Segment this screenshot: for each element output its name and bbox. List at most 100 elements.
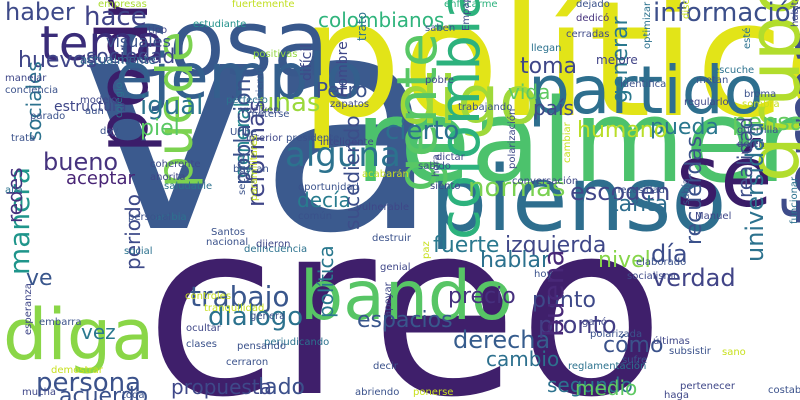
word-cloud-word: ocultar bbox=[186, 323, 221, 334]
word-cloud-word: izquierda bbox=[505, 233, 607, 258]
word-cloud-word: pueda bbox=[650, 115, 719, 140]
word-cloud-word: espacios bbox=[357, 308, 453, 333]
word-cloud-word: trata bbox=[11, 133, 36, 144]
word-cloud-word: metan bbox=[696, 75, 729, 86]
word-cloud-word: diga bbox=[3, 294, 155, 376]
word-cloud-word: Petro bbox=[316, 78, 368, 102]
word-cloud-word: ve bbox=[26, 266, 53, 291]
word-cloud-word: tema bbox=[40, 16, 165, 72]
word-cloud-word: manejar bbox=[5, 73, 47, 84]
word-cloud-word: coherente bbox=[150, 159, 201, 170]
word-cloud-word: ejemplo bbox=[115, 40, 364, 113]
word-cloud-word: humano bbox=[577, 118, 668, 143]
word-cloud-word: política bbox=[314, 245, 338, 318]
word-cloud-word: dejado bbox=[576, 0, 610, 10]
word-cloud-word: embarra bbox=[39, 317, 82, 328]
word-cloud-word: estructura bbox=[54, 99, 127, 115]
word-cloud-word: cierto bbox=[385, 116, 460, 146]
word-cloud-word: medio bbox=[575, 376, 638, 400]
word-cloud-word: decía bbox=[297, 188, 351, 212]
word-cloud-word: conversación bbox=[512, 176, 579, 187]
word-cloud-word: empresas bbox=[98, 0, 147, 10]
word-cloud-word: pronto bbox=[538, 311, 617, 339]
word-cloud-word: aun bbox=[85, 106, 104, 117]
word-cloud-word: positivas bbox=[253, 49, 298, 60]
word-cloud-word: sabido bbox=[418, 161, 451, 172]
word-cloud-word: zapatos bbox=[330, 99, 370, 110]
word-cloud-word: pensando bbox=[237, 341, 286, 352]
word-cloud-word: costaban bbox=[768, 385, 800, 396]
word-cloud-word: habita bbox=[790, 0, 800, 27]
word-cloud-word: toda bbox=[122, 390, 145, 400]
word-cloud-word: escuche bbox=[713, 65, 755, 76]
word-cloud-word: cerraron bbox=[226, 357, 269, 368]
word-cloud-word: igual bbox=[140, 91, 204, 121]
word-cloud-word: saben bbox=[425, 23, 456, 34]
word-cloud-word: va bbox=[80, 0, 442, 299]
word-cloud-word: acabarán bbox=[362, 169, 409, 180]
word-cloud-word: Santos bbox=[211, 227, 246, 238]
word-cloud-word: demostrar bbox=[51, 365, 103, 376]
word-cloud-word: haga bbox=[664, 390, 689, 400]
word-cloud-word: guerrilla bbox=[737, 125, 779, 136]
word-cloud-word: lado bbox=[258, 375, 306, 400]
word-cloud-word: meterse bbox=[248, 109, 290, 120]
word-cloud-word: pensar bbox=[732, 108, 800, 136]
word-cloud-word: cerradas bbox=[566, 29, 610, 40]
word-cloud-word: pobre bbox=[425, 75, 454, 86]
word-cloud-word: apoyar bbox=[383, 282, 394, 317]
word-cloud-word: país bbox=[533, 96, 574, 120]
word-cloud-word: identifica bbox=[620, 79, 667, 90]
word-cloud-word: presidente bbox=[286, 133, 340, 144]
word-cloud-word: modelo bbox=[80, 95, 118, 106]
word-cloud-word: información bbox=[653, 0, 800, 28]
word-cloud-word: difícil bbox=[299, 43, 315, 81]
word-cloud-word: necesidad bbox=[614, 185, 665, 196]
word-cloud-word: buscan bbox=[233, 164, 269, 175]
word-cloud-word: abriendo bbox=[355, 387, 400, 398]
word-cloud-word: paramilitares bbox=[249, 134, 260, 201]
word-cloud-word: unas bbox=[258, 88, 321, 118]
word-cloud-word: haber bbox=[5, 0, 75, 26]
word-cloud-word: cambia bbox=[150, 212, 187, 223]
word-cloud-word: tanta bbox=[610, 192, 669, 217]
word-cloud-word: escogen bbox=[570, 178, 671, 206]
word-cloud-word: creo bbox=[145, 170, 665, 400]
word-cloud-word: acuerdo bbox=[59, 384, 149, 400]
word-cloud-word: sano bbox=[722, 347, 746, 358]
word-cloud-word: día bbox=[651, 240, 688, 268]
word-cloud-word: realmente bbox=[355, 75, 800, 209]
word-cloud-word: común bbox=[298, 211, 333, 222]
word-cloud-word: sociedad bbox=[86, 44, 176, 68]
word-cloud-word: tranquilidad bbox=[204, 303, 265, 314]
word-cloud-word: fuertemente bbox=[232, 0, 295, 10]
word-cloud-word: interior bbox=[246, 133, 283, 144]
word-cloud-word: social bbox=[124, 246, 153, 257]
word-cloud-word: destruir bbox=[372, 233, 411, 244]
word-cloud-word: inteligente bbox=[320, 137, 374, 148]
word-cloud-word: siento bbox=[430, 181, 461, 192]
word-cloud-word: nacional bbox=[206, 237, 249, 248]
word-cloud-word: paz bbox=[421, 241, 432, 259]
word-cloud-word: elaborado bbox=[636, 257, 687, 268]
word-cloud-word: ponerse bbox=[413, 387, 454, 398]
word-cloud-word: mejore bbox=[596, 53, 638, 67]
word-cloud-word: digo bbox=[397, 62, 540, 139]
word-cloud-word: socialismo bbox=[627, 271, 680, 282]
word-cloud-word: propuesta bbox=[171, 375, 272, 399]
word-cloud-word: partido bbox=[528, 52, 764, 129]
word-cloud-word: conciencia bbox=[5, 85, 59, 96]
word-cloud-word: precio bbox=[448, 284, 516, 309]
word-cloud-word: esté bbox=[742, 27, 753, 49]
word-cloud-word: estudiante bbox=[193, 19, 247, 30]
word-cloud-word: verdad bbox=[652, 264, 736, 292]
word-cloud-word: trabajo bbox=[190, 280, 290, 313]
word-cloud-word: Empaparse bbox=[461, 0, 472, 31]
word-cloud-word: segundo bbox=[547, 373, 633, 397]
word-cloud-word: esperanza bbox=[23, 283, 34, 335]
word-cloud-word: vida bbox=[508, 80, 551, 104]
word-cloud-word: sabía bbox=[681, 178, 692, 205]
word-cloud-word: actualmente bbox=[80, 53, 156, 67]
word-cloud-word: visuales bbox=[106, 32, 171, 51]
